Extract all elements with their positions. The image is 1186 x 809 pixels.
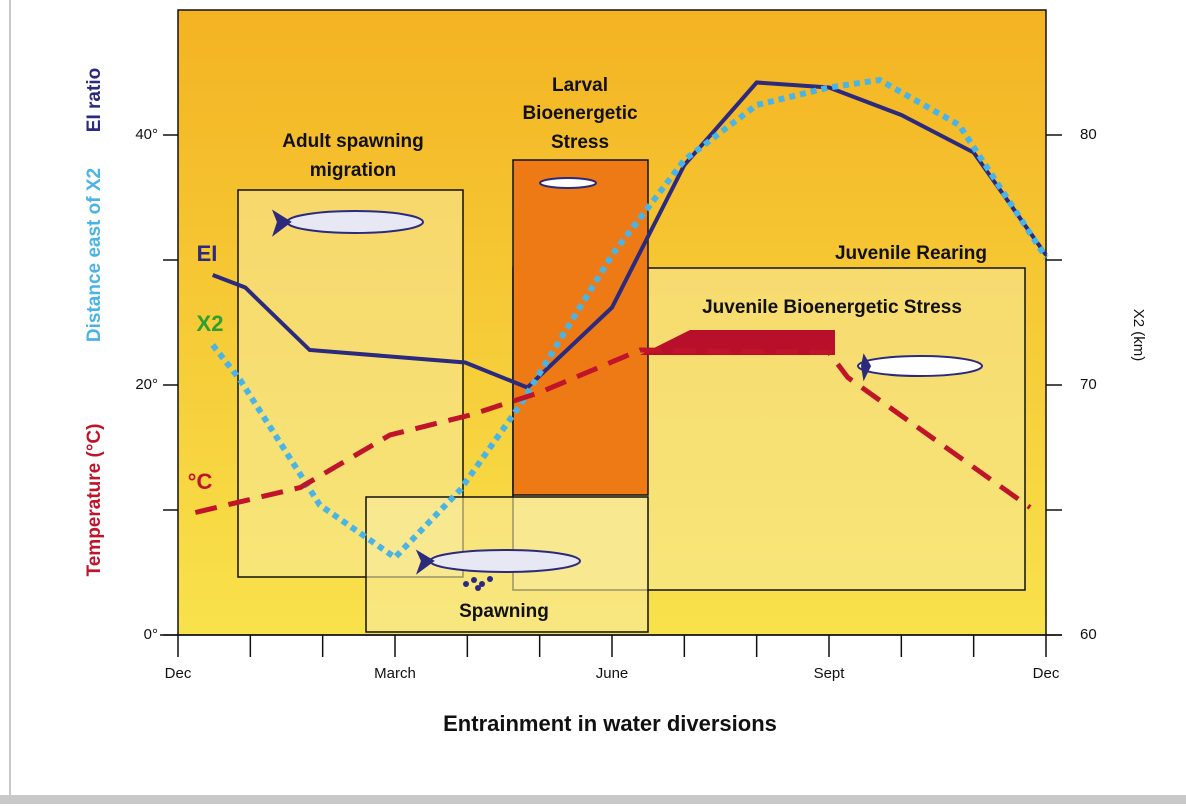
x-tick-label: June [596, 665, 629, 682]
annotation: migration [310, 160, 397, 181]
x-tick-label: Dec [165, 665, 192, 682]
series-label: °C [188, 469, 213, 494]
fish [429, 549, 581, 573]
fish [857, 355, 983, 377]
y-tick-label: 40° [135, 126, 158, 143]
x-tick-label: March [374, 665, 416, 682]
annotation: Juvenile Bioenergetic Stress [702, 297, 962, 318]
fish-tail [271, 209, 292, 237]
x-tick-label: Dec [1033, 665, 1060, 682]
fish [286, 210, 424, 234]
page-border [0, 795, 1186, 804]
fish-tail [860, 353, 872, 382]
fish-tail [415, 549, 435, 575]
annotation: Spawning [459, 601, 549, 622]
y-axis-label: Temperature (°C) [84, 424, 105, 577]
series-line [194, 347, 1032, 515]
x-tick-label: Sept [814, 665, 846, 682]
annotation: Stress [551, 132, 609, 153]
annotation: Adult spawning [282, 131, 423, 152]
y2-tick-label: 80 [1080, 126, 1097, 143]
series-label: X2 [197, 311, 224, 336]
annotation: Larval [552, 75, 608, 96]
y2-tick-label: 70 [1080, 376, 1097, 393]
y2-axis-label: X2 (km) [1130, 309, 1147, 362]
series-line [212, 80, 1048, 390]
annotation: Juvenile Rearing [835, 243, 987, 264]
larval-box [512, 159, 649, 496]
eggs [463, 576, 493, 591]
y-tick-label: 20° [135, 376, 158, 393]
y-axis-label: EI ratio [84, 68, 105, 132]
page-border [9, 0, 11, 795]
fish [539, 177, 597, 189]
y2-tick-label: 60 [1080, 626, 1097, 643]
y-tick-label: 0° [144, 626, 158, 643]
annotation: Bioenergetic [522, 103, 638, 124]
series-label: EI [197, 241, 218, 266]
y-axis-label: Distance east of X2 [84, 168, 105, 342]
x-axis-label: Entrainment in water diversions [443, 711, 777, 736]
fish-icons [271, 177, 983, 575]
series-line [210, 76, 1049, 562]
